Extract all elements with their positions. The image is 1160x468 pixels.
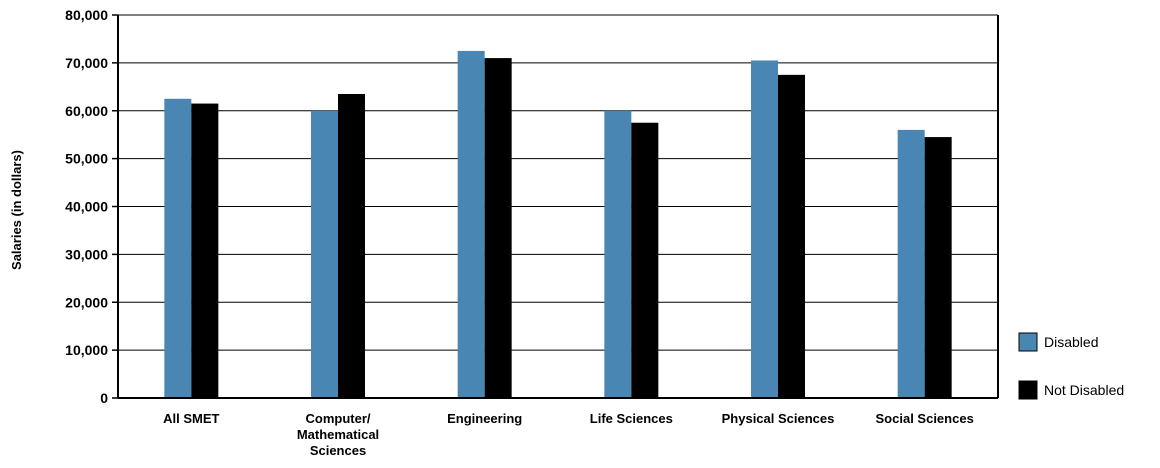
y-tick-label: 50,000	[65, 151, 108, 167]
bar-not-disabled	[338, 93, 365, 399]
category-label-line: All SMET	[163, 411, 219, 426]
bar-not-disabled	[924, 137, 952, 399]
category-label: Engineering	[447, 411, 522, 426]
axes	[112, 14, 999, 399]
y-tick-label: 40,000	[65, 199, 108, 215]
bar-not-disabled	[484, 58, 512, 399]
category-label-line: Mathematical	[297, 427, 379, 442]
bar-disabled	[897, 129, 925, 398]
bar-disabled	[311, 110, 338, 398]
category-label: Life Sciences	[590, 411, 673, 426]
y-tick-label: 70,000	[65, 55, 108, 71]
legend-label: Not Disabled	[1044, 382, 1124, 398]
bar-not-disabled	[778, 74, 805, 398]
y-axis-label: Salaries (in dollars)	[9, 150, 24, 270]
legend-swatch	[1018, 380, 1038, 400]
category-label-line: Social Sciences	[876, 411, 974, 426]
y-tick-label: 10,000	[65, 342, 108, 358]
category-label-line: Engineering	[447, 411, 522, 426]
y-tick-label: 80,000	[65, 7, 108, 23]
category-label-line: Sciences	[310, 443, 366, 458]
bar-disabled	[604, 110, 632, 398]
bar-disabled	[457, 50, 485, 398]
y-tick-label: 30,000	[65, 246, 108, 262]
category-label: Social Sciences	[876, 411, 974, 426]
category-label-line: Life Sciences	[590, 411, 673, 426]
category-label: Physical Sciences	[722, 411, 835, 426]
bar-not-disabled	[631, 122, 659, 398]
category-label: Computer/Mathematical Sciences	[297, 411, 379, 458]
gridlines	[118, 14, 998, 351]
bar-disabled	[751, 60, 778, 398]
y-tick-label: 20,000	[65, 294, 108, 310]
legend-label: Disabled	[1044, 334, 1098, 350]
category-label-line: Computer/	[306, 411, 371, 426]
bar-not-disabled	[191, 103, 219, 398]
legend-swatch	[1018, 332, 1038, 352]
category-labels: All SMET Computer/Mathematical Sciences Eng…	[163, 411, 974, 458]
bars	[164, 50, 952, 399]
legend: Disabled Not Disabled	[1018, 332, 1124, 400]
category-label: All SMET	[163, 411, 219, 426]
y-tick-label: 0	[100, 390, 108, 406]
y-tick-label: 60,000	[65, 103, 108, 119]
y-tick-labels: 0 10,000 20,000 30,000 40,000 50,000 60,000 70,…	[65, 7, 108, 406]
category-label-line: Physical Sciences	[722, 411, 835, 426]
bar-disabled	[164, 98, 192, 398]
